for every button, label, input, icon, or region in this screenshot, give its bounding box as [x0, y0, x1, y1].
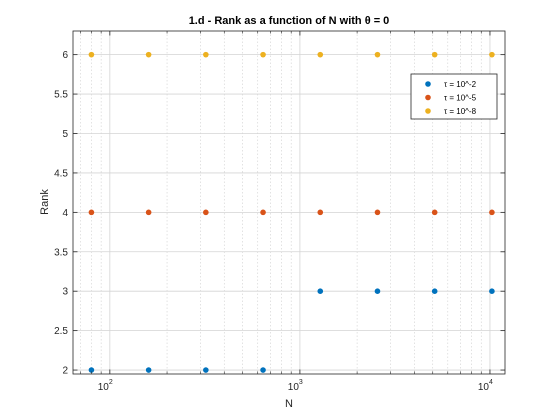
legend-label-series-3: τ = 10^-8 [444, 107, 477, 116]
x-tick-label: 10 3 [288, 379, 303, 393]
y-tick-label: 5 [62, 129, 68, 140]
data-point-series-2 [489, 209, 495, 216]
data-point-series-1 [489, 288, 495, 295]
legend-label-series-2: τ = 10^-5 [444, 94, 477, 103]
data-point-series-1 [374, 288, 381, 295]
y-tick-label: 2.5 [54, 326, 68, 337]
data-point-series-3 [203, 51, 209, 58]
data-point-series-1 [317, 288, 324, 295]
x-tick-label: 10 2 [98, 379, 113, 393]
x-tick-label-exponent: 4 [489, 379, 493, 386]
data-point-series-3 [260, 51, 266, 58]
data-point-series-3 [88, 51, 95, 58]
legend-marker-series-1 [425, 81, 431, 87]
data-point-series-3 [489, 51, 495, 58]
data-point-series-2 [374, 209, 381, 216]
x-tick-label-base: 10 [98, 382, 110, 393]
y-tick-label: 3 [62, 287, 68, 298]
data-point-series-3 [317, 51, 324, 58]
data-points [88, 51, 495, 373]
x-axis-label: N [285, 398, 293, 410]
legend: τ = 10^-2 τ = 10^-5 τ = 10^-8 [410, 73, 498, 120]
y-axis-label: Rank [39, 189, 51, 215]
legend-label-series-1: τ = 10^-2 [444, 80, 477, 89]
data-point-series-1 [203, 367, 209, 373]
data-point-series-1 [260, 367, 266, 373]
data-point-series-3 [431, 51, 438, 58]
data-point-series-1 [145, 367, 152, 373]
x-tick-label-base: 10 [288, 382, 300, 393]
data-point-series-1 [431, 288, 438, 295]
x-tick-label-exponent: 3 [299, 379, 303, 386]
data-point-series-2 [317, 209, 324, 216]
y-tick-label: 4.5 [54, 168, 68, 179]
x-tick-label: 10 4 [478, 379, 493, 393]
y-tick-label: 2 [62, 366, 68, 377]
data-point-series-2 [431, 209, 438, 216]
y-tick-label: 5.5 [54, 90, 68, 101]
legend-marker-series-3 [425, 108, 431, 114]
data-point-series-2 [88, 209, 95, 216]
x-tick-label-base: 10 [478, 382, 490, 393]
legend-marker-series-2 [425, 94, 431, 101]
data-point-series-3 [374, 51, 381, 58]
y-tick-label: 3.5 [54, 247, 68, 258]
data-point-series-1 [88, 367, 95, 373]
chart-title: 1.d - Rank as a function of N with θ = 0 [189, 15, 390, 27]
y-tick-label: 6 [62, 50, 68, 61]
y-tick-label: 4 [62, 208, 68, 219]
data-point-series-2 [260, 209, 266, 216]
data-point-series-2 [145, 209, 152, 216]
data-point-series-3 [145, 51, 152, 58]
plot-frame [72, 30, 506, 375]
data-point-series-2 [203, 209, 209, 216]
x-tick-label-exponent: 2 [109, 379, 113, 386]
axis-ticks: 10 2 10 3 10 422.533.544.555.56 [54, 31, 505, 393]
